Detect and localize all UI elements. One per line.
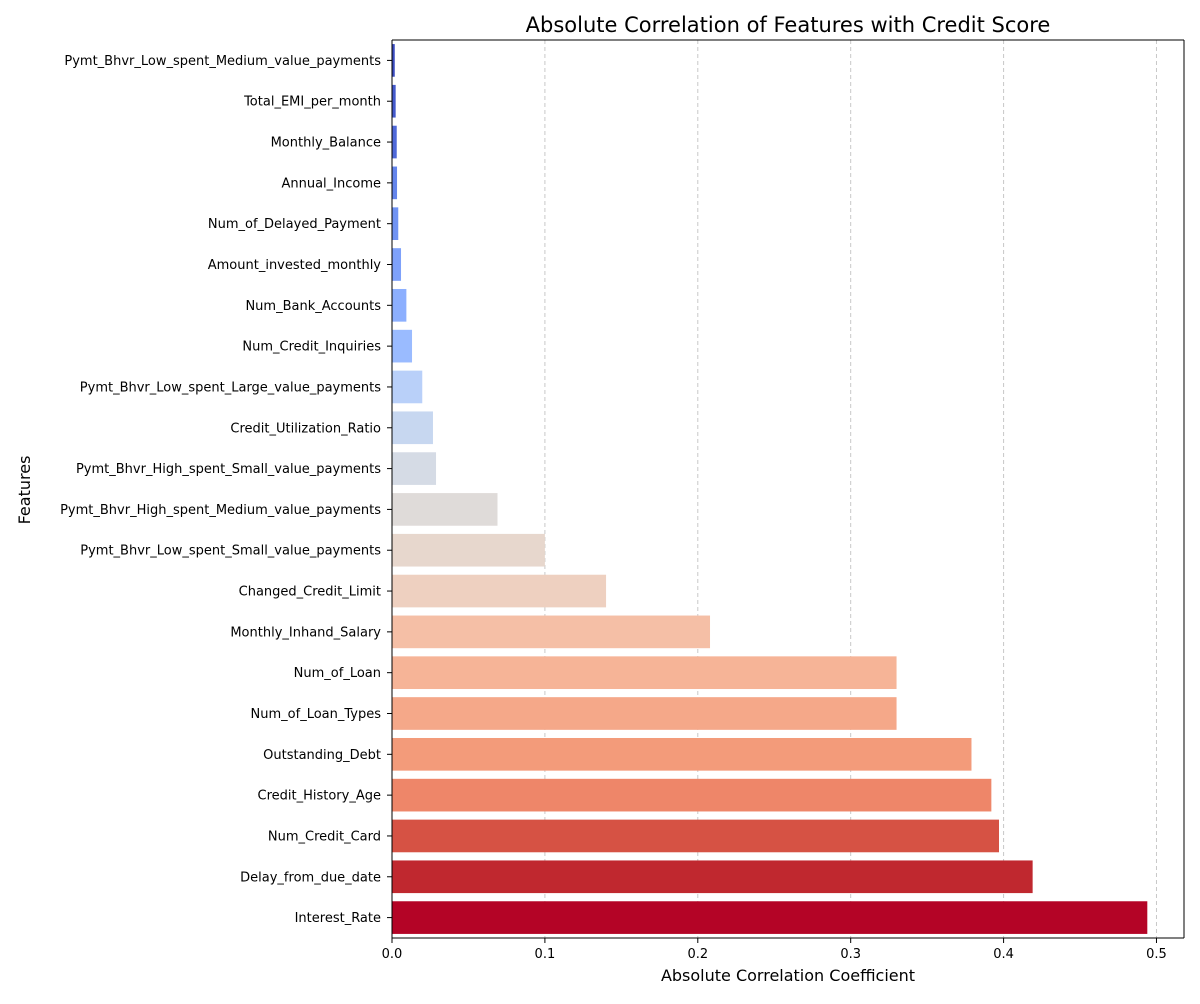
bar-num-credit-inquiries: [392, 329, 413, 363]
y-tick-label: Monthly_Inhand_Salary: [230, 625, 381, 640]
bar-changed-credit-limit: [392, 574, 607, 608]
y-tick-label: Pymt_Bhvr_High_spent_Medium_value_paymen…: [60, 503, 381, 518]
y-tick-label: Num_of_Loan_Types: [251, 707, 382, 722]
y-tick-label: Num_of_Loan: [294, 666, 381, 681]
y-tick-label: Num_of_Delayed_Payment: [208, 217, 381, 232]
x-tick-label: 0.0: [382, 947, 403, 962]
bar-monthly-inhand-salary: [392, 615, 711, 649]
x-tick-label: 0.3: [840, 947, 861, 962]
y-tick-label: Num_Credit_Card: [268, 829, 381, 844]
y-tick-label: Credit_History_Age: [258, 789, 382, 804]
y-tick-label: Pymt_Bhvr_Low_spent_Large_value_payments: [80, 380, 381, 395]
y-tick-label: Interest_Rate: [295, 911, 381, 926]
bar-num-of-loan-types: [392, 697, 897, 730]
chart-title: Absolute Correlation of Features with Cr…: [526, 13, 1051, 37]
bars: [392, 44, 1148, 934]
bar-amount-invested-monthly: [392, 248, 402, 281]
y-tick-label: Num_Credit_Inquiries: [242, 340, 381, 355]
bar-num-of-delayed-payment: [392, 207, 399, 241]
y-tick-label: Credit_Utilization_Ratio: [230, 421, 381, 436]
y-tick-label: Annual_Income: [281, 176, 381, 191]
y-tick-label: Changed_Credit_Limit: [239, 585, 381, 600]
bar-delay-from-due-date: [392, 860, 1033, 894]
x-tick-label: 0.1: [535, 947, 556, 962]
axes: [391, 39, 1185, 939]
grid-lines: [544, 40, 1157, 938]
y-tick-label: Num_Bank_Accounts: [245, 299, 381, 314]
y-tick-label: Outstanding_Debt: [263, 748, 381, 763]
bar-num-of-loan: [392, 656, 897, 690]
bar-interest-rate: [392, 901, 1148, 934]
y-ticks: Pymt_Bhvr_Low_spent_Medium_value_payment…: [60, 54, 392, 926]
bar-num-bank-accounts: [392, 288, 407, 322]
y-tick-label: Monthly_Balance: [271, 136, 381, 151]
y-tick-label: Pymt_Bhvr_Low_spent_Small_value_payments: [80, 544, 381, 559]
bar-credit-utilization-ratio: [392, 411, 433, 445]
y-axis-label: Features: [15, 456, 34, 525]
x-axis-label: Absolute Correlation Coefficient: [661, 966, 915, 985]
bar-annual-income: [392, 166, 398, 200]
bar-pymt-bhvr-high-spent-small-value-payments: [392, 452, 437, 485]
bar-credit-history-age: [392, 778, 992, 812]
y-tick-label: Total_EMI_per_month: [243, 95, 381, 110]
bar-pymt-bhvr-low-spent-small-value-payments: [392, 533, 545, 567]
y-tick-label: Delay_from_due_date: [240, 870, 381, 885]
bar-pymt-bhvr-low-spent-large-value-payments: [392, 370, 423, 404]
bar-outstanding-debt: [392, 737, 972, 771]
bar-total-emi-per-month: [392, 84, 396, 118]
x-tick-label: 0.2: [687, 947, 708, 962]
bar-pymt-bhvr-low-spent-medium-value-payments: [392, 44, 395, 77]
x-tick-label: 0.4: [993, 947, 1014, 962]
bar-num-credit-card: [392, 819, 999, 853]
bar-pymt-bhvr-high-spent-medium-value-payments: [392, 493, 498, 526]
y-tick-label: Pymt_Bhvr_Low_spent_Medium_value_payment…: [64, 54, 381, 69]
x-tick-label: 0.5: [1146, 947, 1167, 962]
x-ticks: 0.0 0.1 0.2 0.3 0.4 0.5: [382, 938, 1167, 962]
y-tick-label: Pymt_Bhvr_High_spent_Small_value_payment…: [76, 462, 381, 477]
y-tick-label: Amount_invested_monthly: [208, 258, 382, 273]
bar-monthly-balance: [392, 125, 397, 159]
